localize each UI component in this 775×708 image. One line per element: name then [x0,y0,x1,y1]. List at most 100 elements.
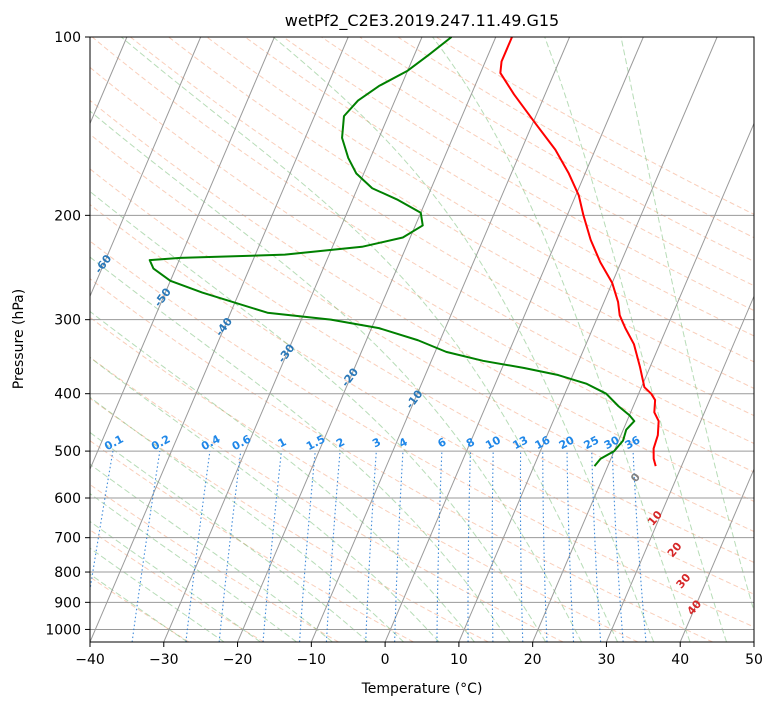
mixing-ratio-line [90,451,114,594]
mixing-ratio-label: 25 [582,433,602,452]
mixing-ratio-label: 36 [623,433,643,452]
y-tick-label: 100 [54,30,81,46]
mixing-ratio-label: 30 [602,433,622,452]
dry-adiabat [168,37,754,389]
moist-adiabat [90,463,333,642]
mixing-ratio-line [591,451,602,642]
moist-adiabat-label: 40 [684,597,704,617]
moist-adiabat [90,256,511,642]
moist-adiabat-label: 20 [665,540,685,560]
isotherm [679,467,754,642]
dewpoint-line [148,37,636,467]
dry-adiabat [90,529,265,642]
x-tick-label: −40 [75,652,105,668]
dry-adiabat [90,278,713,642]
y-axis-label: Pressure (hPa) [11,289,27,389]
y-tick-label: 700 [54,531,81,547]
isotherm-label: -60 [92,252,115,276]
mixing-ratio-label: 6 [436,435,449,450]
plot-frame [89,36,755,643]
y-axis: 100 200 300 400 500 600 700 800 900 1000 [45,30,90,638]
y-tick-label: 200 [54,208,81,224]
mixing-ratio-line [218,451,242,642]
mixing-ratio-label: 3 [370,435,383,450]
isotherm [458,37,718,642]
mixing-ratio-line [566,451,575,642]
dry-adiabat [206,37,754,363]
dry-adiabat [90,356,564,642]
dry-adiabat [90,440,414,642]
isotherm [384,37,644,642]
mixing-ratio-line [185,451,211,642]
plot-area: -100-90-80-70-60-50-40-30-20-100.10.20.4… [0,37,754,642]
isotherm [237,37,497,642]
mixing-ratio-label: 0.1 [102,433,125,454]
isotherm-label: -20 [339,365,362,389]
moist-adiabat [90,520,261,642]
moist-adiabat [544,37,727,642]
moist-adiabat [432,37,691,642]
isotherm [90,37,349,642]
moist-adiabat [90,431,369,642]
mixing-ratio-line [299,451,316,642]
mixing-ratio-label: 0.4 [199,432,223,453]
x-tick-label: 40 [671,652,689,668]
mixing-ratio-label: 2 [334,435,347,450]
dry-adiabat [90,203,754,595]
mixing-ratio-label: 1.5 [304,433,327,454]
isotherm [310,37,571,642]
mixing-ratio-label: 16 [533,433,553,452]
x-tick-label: 20 [524,652,542,668]
temperature-line [499,37,660,467]
isotherm-label: -10 [403,387,426,411]
isotherm-label: -80 [0,169,3,193]
moist-adiabat [90,573,188,642]
moist-adiabat [90,310,475,642]
y-tick-label: 400 [54,387,81,403]
isotherm [605,295,754,642]
mixing-ratio-line [491,451,494,642]
mixing-ratio-line [365,451,377,642]
dry-adiabat [90,66,754,473]
mixing-ratio-label: 1 [276,435,289,450]
isotherm-label: -40 [213,315,236,339]
x-axis-label: Temperature (°C) [361,681,483,697]
isotherm [163,37,423,642]
moist-adiabat [90,110,582,642]
y-tick-label: 600 [54,491,81,507]
mixing-ratio-label: 13 [511,433,531,452]
moist-adiabat [90,396,404,642]
isotherm-label: -50 [152,285,175,309]
x-tick-label: 30 [598,652,616,668]
moist-adiabat-label: 30 [674,571,694,591]
dry-adiabat [90,316,639,642]
mixing-ratio-label: 0.2 [149,433,172,454]
mixing-ratio-line [131,451,161,642]
y-tick-label: 500 [54,444,81,460]
dry-adiabat [282,37,754,312]
x-tick-label: 0 [381,652,390,668]
moist-adiabat [620,37,754,613]
y-tick-label: 1000 [45,622,81,638]
y-tick-label: 300 [54,313,81,329]
mixing-ratio-label: 20 [557,433,577,452]
dry-adiabat [359,37,754,262]
mixing-ratio-line [611,451,624,642]
x-tick-label: 50 [745,652,763,668]
mixing-ratio-line [262,451,282,642]
mixing-ratio-line [467,451,472,642]
isotherm [753,640,754,642]
y-tick-label: 900 [54,595,81,611]
moist-adiabat [272,37,655,642]
dry-adiabat [130,37,754,417]
isotherm [90,37,275,471]
moist-adiabat [90,356,440,642]
dry-adiabat [397,37,754,239]
moist-adiabat [90,190,547,642]
dry-adiabat [91,37,754,445]
isotherm-label: -30 [275,341,298,365]
dry-adiabat [244,37,754,337]
x-tick-label: −30 [149,652,179,668]
moist-adiabat [120,37,618,642]
